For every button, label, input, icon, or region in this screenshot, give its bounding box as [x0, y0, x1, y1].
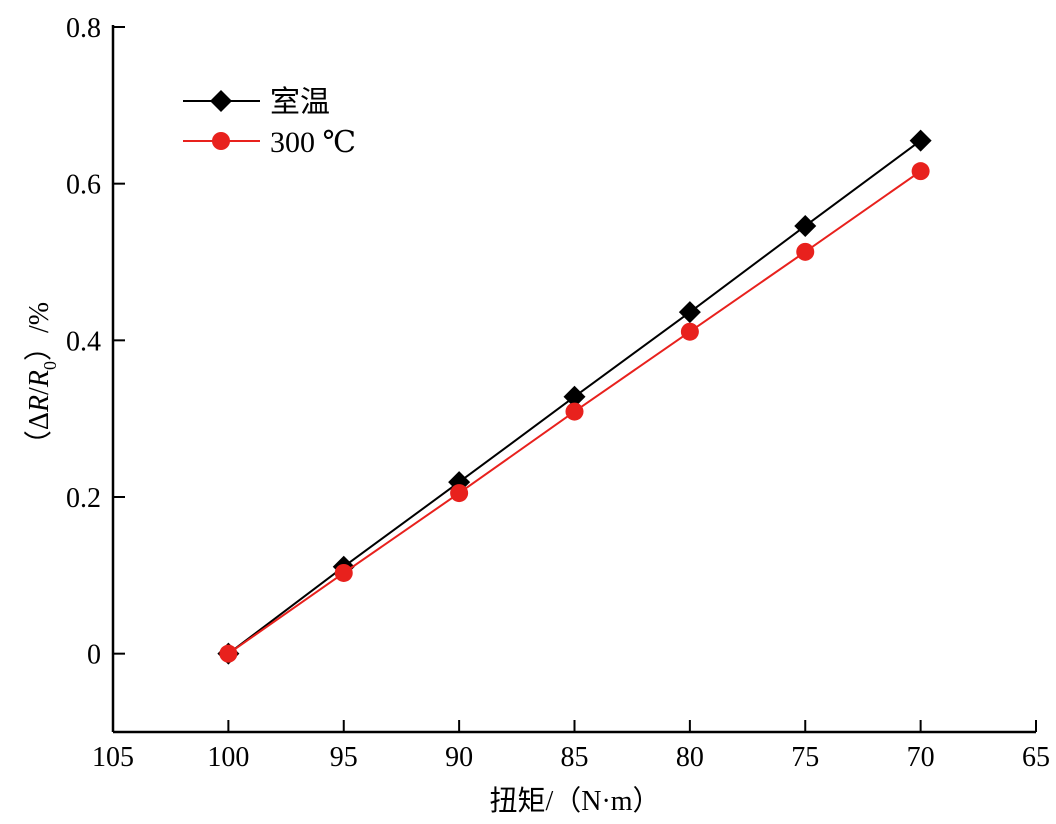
x-tick-label: 95	[330, 742, 358, 773]
data-point-circle	[911, 162, 930, 181]
data-point-circle	[334, 563, 353, 582]
data-point-circle	[796, 242, 815, 261]
x-tick-label: 70	[907, 742, 935, 773]
y-label-r: R	[24, 395, 55, 413]
series-layer	[217, 129, 932, 665]
y-label-r0: R	[24, 370, 55, 388]
data-point-circle	[219, 644, 238, 663]
y-tick-label: 0.6	[66, 170, 101, 201]
y-tick-label: 0.4	[66, 326, 101, 357]
y-tick-label: 0.2	[66, 483, 101, 514]
x-axis-label: 扭矩/（N·m）	[489, 785, 660, 817]
x-tick-label: 100	[207, 742, 249, 773]
y-label-sub: 0	[40, 361, 60, 370]
data-point-circle	[680, 322, 699, 341]
data-point-circle	[450, 484, 469, 503]
x-tick-label: 90	[445, 742, 473, 773]
x-tick-label: 65	[1022, 742, 1050, 773]
x-tick-label: 85	[561, 742, 589, 773]
y-axis-label: （ΔR/R0）/%	[23, 302, 60, 458]
x-tick-label: 75	[791, 742, 819, 773]
y-label-slash: /	[24, 387, 55, 395]
data-point-diamond	[563, 385, 586, 408]
legend: 室温 300 ℃	[183, 86, 356, 159]
data-point-circle	[565, 402, 584, 421]
x-tick-label: 80	[676, 742, 704, 773]
y-label-close: ）	[23, 333, 55, 361]
axes: 105 100 95 90 85 80 75 70 65 0 0.2 0.4 0.6 0.8	[66, 13, 1050, 773]
y-label-delta: Δ	[24, 412, 55, 430]
legend-label: 室温	[270, 86, 330, 119]
data-point-diamond	[794, 214, 817, 237]
y-tick-label: 0	[87, 640, 101, 671]
legend-marker-circle	[212, 132, 230, 150]
y-label-unit: /%	[24, 302, 55, 333]
data-point-diamond	[678, 301, 701, 324]
legend-label: 300 ℃	[270, 126, 356, 159]
y-tick-label: 0.8	[66, 13, 101, 44]
legend-marker-diamond	[210, 90, 232, 112]
data-point-diamond	[909, 129, 932, 152]
y-label-open: （	[23, 430, 55, 458]
x-tick-label: 105	[92, 742, 134, 773]
